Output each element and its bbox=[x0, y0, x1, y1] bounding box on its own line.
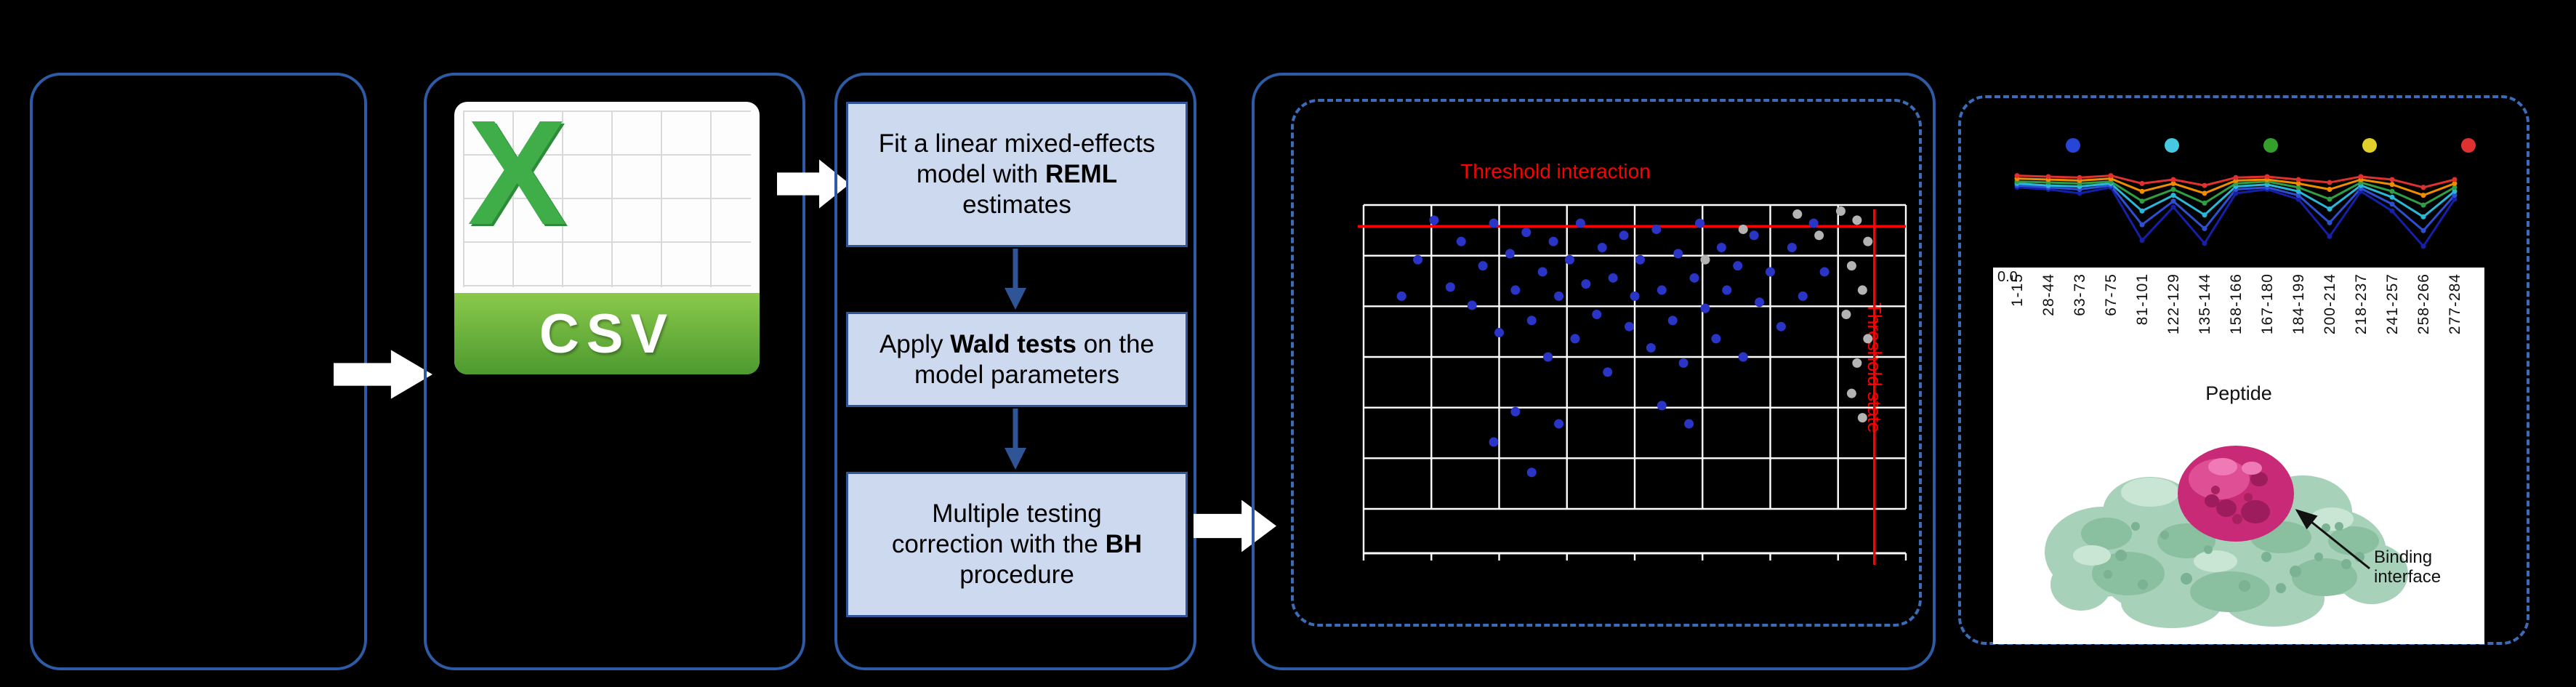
peptide-axis-tick-label: 1-15 bbox=[2009, 273, 2026, 308]
peptide-axis-tick-label: 258-266 bbox=[2415, 273, 2432, 335]
panel-workflow bbox=[834, 73, 1196, 670]
peptide-axis-tick-label: 218-237 bbox=[2353, 273, 2370, 335]
csv-ribbon-label: CSV bbox=[539, 302, 675, 365]
timepoint-legend-dot bbox=[2362, 138, 2377, 153]
pvalue-scatter-plot bbox=[1358, 204, 1907, 565]
csv-file-icon: X CSV bbox=[454, 89, 760, 374]
peptide-axis-tick-label: 81-101 bbox=[2134, 273, 2151, 326]
timepoint-legend-dot bbox=[2263, 138, 2278, 153]
step-text-post: procedure bbox=[959, 561, 1074, 589]
peptide-axis-tick-label: 241-257 bbox=[2384, 273, 2401, 335]
workflow-step-reml: Fit a linear mixed-effects model with RE… bbox=[846, 102, 1188, 247]
structure-figure-background: 0.0 1-15 28-44 63-73 67-75 81-101 122-129 135-… bbox=[1993, 268, 2484, 644]
step-text-bold: REML bbox=[1045, 160, 1118, 188]
workflow-step-bh: Multiple testing correction with the BH … bbox=[846, 472, 1188, 617]
peptide-axis-labels: 1-15 28-44 63-73 67-75 81-101 122-129 135-144 1… bbox=[1993, 273, 2484, 382]
panel-input bbox=[30, 73, 367, 670]
binding-interface-label: Binding interface bbox=[2374, 547, 2442, 587]
peptide-axis-tick-label: 122-129 bbox=[2165, 273, 2182, 335]
workflow-arrow-down-icon bbox=[1005, 409, 1026, 470]
step-text-pre: Multiple testing correction with the bbox=[891, 499, 1106, 558]
protein-structure bbox=[2045, 446, 2408, 628]
threshold-interaction-label: Threshold interaction bbox=[1460, 160, 1651, 182]
peptide-axis-tick-label: 28-44 bbox=[2040, 273, 2057, 316]
step-text: Multiple testing correction with the BH … bbox=[876, 499, 1158, 590]
excel-x-logo: X bbox=[467, 89, 567, 256]
workflow-step-wald: Apply Wald tests on the model parameters bbox=[846, 312, 1188, 407]
workflow-arrow-down-icon bbox=[1005, 249, 1026, 310]
step-text: Apply Wald tests on the model parameters bbox=[876, 329, 1158, 390]
deuterium-uptake-chart bbox=[2014, 173, 2458, 249]
step-text-pre: Fit a linear mixed-effects model with bbox=[878, 129, 1156, 188]
peptide-axis-tick-label: 200-214 bbox=[2322, 273, 2338, 335]
step-text-post: estimates bbox=[962, 190, 1071, 219]
csv-sheet: X CSV bbox=[454, 89, 760, 374]
peptide-axis-tick-label: 158-166 bbox=[2228, 273, 2245, 335]
peptide-axis-tick-label: 167-180 bbox=[2259, 273, 2276, 335]
flow-arrow-right-icon bbox=[1194, 499, 1276, 553]
panel-csv-file bbox=[424, 73, 805, 670]
spreadsheet-grid bbox=[463, 111, 751, 287]
step-text-pre: Apply bbox=[879, 329, 951, 358]
step-text: Fit a linear mixed-effects model with RE… bbox=[876, 129, 1158, 220]
timepoint-legend-dot bbox=[2066, 138, 2080, 153]
step-text-bold: BH bbox=[1105, 530, 1143, 558]
timepoint-legend-dot bbox=[2165, 138, 2179, 153]
binding-interface-patch bbox=[2178, 446, 2294, 542]
flow-arrow-right-icon bbox=[334, 350, 432, 399]
step-text-bold: Wald tests bbox=[950, 329, 1076, 358]
peptide-axis-tick-label: 184-199 bbox=[2290, 273, 2307, 335]
peptide-axis-title: Peptide bbox=[2205, 382, 2272, 404]
peptide-axis-tick-label: 135-144 bbox=[2197, 273, 2213, 335]
csv-ribbon: CSV bbox=[454, 293, 760, 374]
timepoint-legend bbox=[2066, 138, 2502, 154]
peptide-axis-tick-label: 63-73 bbox=[2072, 273, 2088, 316]
peptide-axis-tick-label: 277-284 bbox=[2447, 273, 2463, 335]
binding-interface-arrow bbox=[2295, 509, 2370, 570]
flow-arrow-right-icon bbox=[777, 159, 850, 209]
panel-scatter-results bbox=[1252, 73, 1936, 670]
peptide-axis-tick-label: 67-75 bbox=[2103, 273, 2120, 316]
timepoint-legend-dot bbox=[2461, 138, 2476, 153]
uptake-y-tick-label: 0.0 bbox=[1997, 269, 2018, 285]
step-text-post: on the model parameters bbox=[914, 329, 1155, 389]
scatter-dashed-frame bbox=[1291, 99, 1922, 627]
